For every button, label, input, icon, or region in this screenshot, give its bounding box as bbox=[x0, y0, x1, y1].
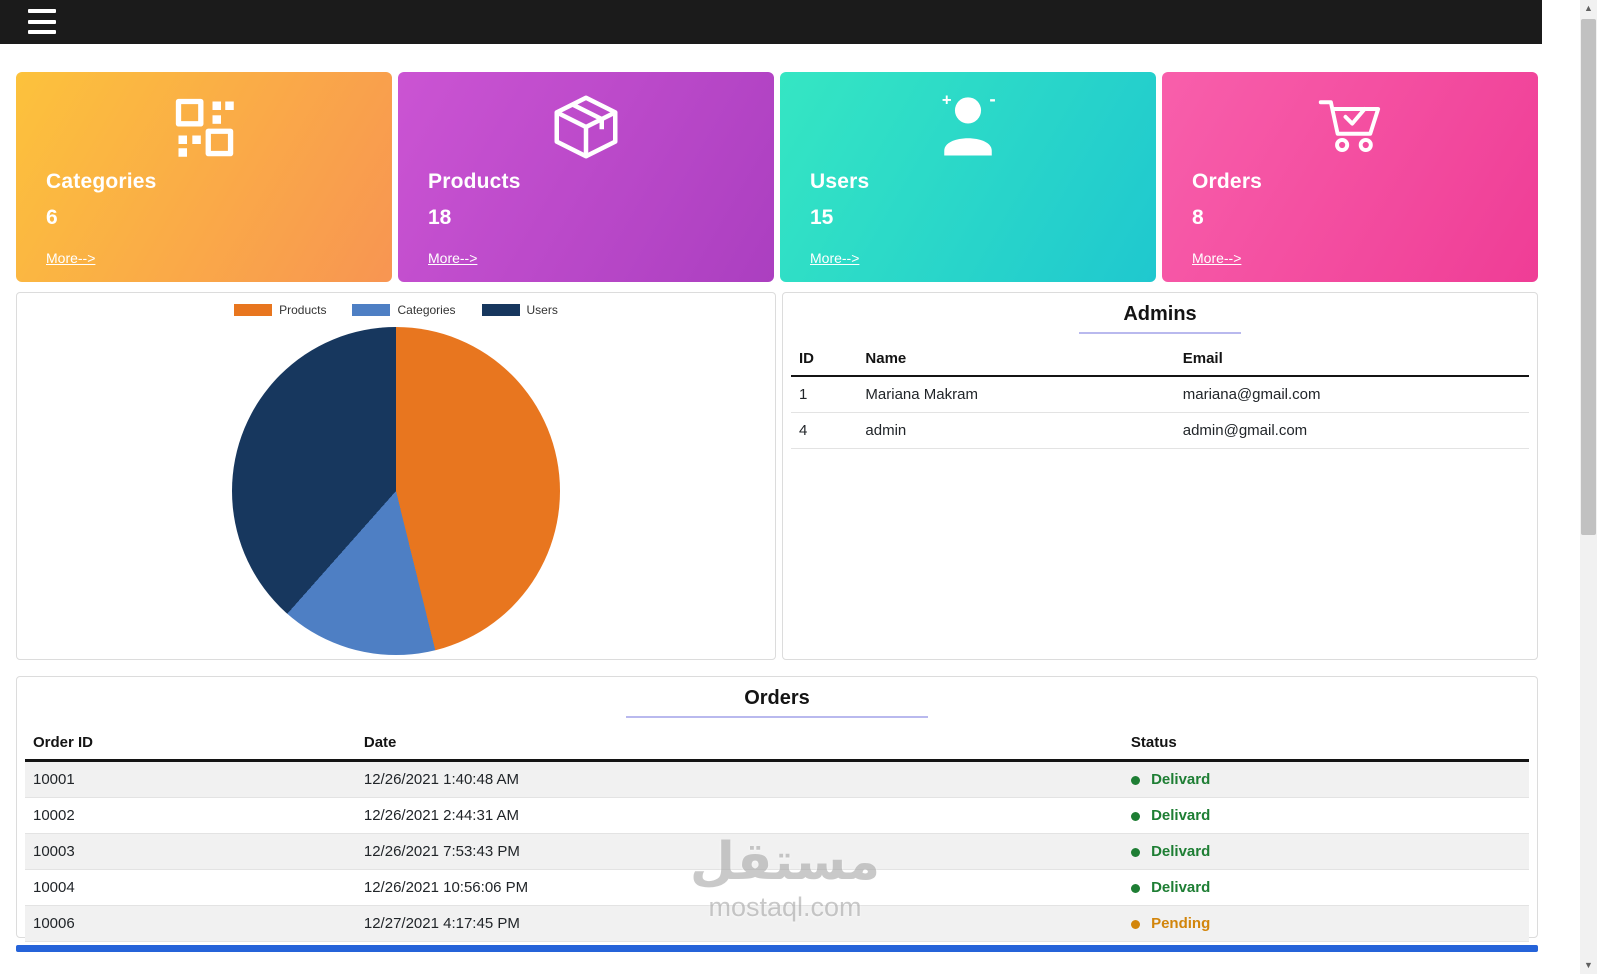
order-date: 12/26/2021 10:56:06 PM bbox=[355, 869, 1123, 906]
order-status-cell: Delivard bbox=[1122, 760, 1529, 798]
status-badge: Pending bbox=[1151, 915, 1211, 932]
box-icon bbox=[428, 84, 744, 170]
products-card-count: 18 bbox=[428, 206, 452, 229]
legend-swatch bbox=[234, 304, 273, 316]
legend-swatch bbox=[481, 304, 520, 316]
status-dot-icon bbox=[1130, 847, 1140, 857]
order-status-cell: Delivard bbox=[1122, 797, 1529, 834]
users-card-title: Users bbox=[810, 170, 870, 193]
order-id: 10002 bbox=[25, 797, 356, 834]
users-more-link[interactable]: More--> bbox=[810, 250, 860, 266]
legend-item: Products bbox=[234, 303, 326, 317]
order-id: 10004 bbox=[25, 869, 356, 906]
orders-table-row: 10004 12/26/2021 10:56:06 PM Delivard bbox=[25, 869, 1529, 906]
admin-email: admin@gmail.com bbox=[1174, 412, 1529, 449]
products-more-link[interactable]: More--> bbox=[428, 250, 478, 266]
pie-legend: Products Categories Users bbox=[17, 303, 775, 317]
cart-icon bbox=[1192, 84, 1508, 170]
status-dot-icon bbox=[1130, 811, 1140, 821]
order-status-cell: Pending bbox=[1122, 905, 1529, 942]
orders-card-title: Orders bbox=[1192, 170, 1263, 193]
order-status-cell: Delivard bbox=[1122, 869, 1529, 906]
order-date: 12/26/2021 7:53:43 PM bbox=[355, 833, 1123, 870]
order-id: 10006 bbox=[25, 905, 356, 942]
orders-more-link[interactable]: More--> bbox=[1192, 250, 1242, 266]
admins-panel-title: Admins bbox=[783, 303, 1537, 334]
admin-name: admin bbox=[857, 412, 1175, 449]
status-badge: Delivard bbox=[1151, 771, 1211, 788]
top-navbar bbox=[0, 0, 1542, 44]
admins-col-id: ID bbox=[791, 342, 858, 377]
users-card-count: 15 bbox=[810, 206, 834, 229]
orders-table-row: 10003 12/26/2021 7:53:43 PM Delivard bbox=[25, 833, 1529, 870]
orders-table: Order ID Date Status 10001 12/26/2021 1:… bbox=[25, 726, 1529, 942]
categories-more-link[interactable]: More--> bbox=[46, 250, 96, 266]
orders-card-count: 8 bbox=[1192, 206, 1204, 229]
products-card: Products 18 More--> bbox=[398, 72, 774, 282]
legend-item: Users bbox=[481, 303, 558, 317]
pie-chart-panel: Products Categories Users bbox=[16, 292, 776, 660]
categories-card: Categories 6 More--> bbox=[16, 72, 392, 282]
orders-col-order-id: Order ID bbox=[25, 726, 356, 762]
orders-table-row: 10001 12/26/2021 1:40:48 AM Delivard bbox=[25, 760, 1529, 798]
status-dot-icon bbox=[1130, 919, 1140, 929]
order-id: 10003 bbox=[25, 833, 356, 870]
admins-panel: Admins ID Name Email 1 Mariana Makram ma… bbox=[782, 292, 1538, 660]
admins-col-email: Email bbox=[1174, 342, 1529, 377]
categories-card-count: 6 bbox=[46, 206, 58, 229]
orders-table-row: 10006 12/27/2021 4:17:45 PM Pending bbox=[25, 905, 1529, 942]
products-card-title: Products bbox=[428, 170, 521, 193]
status-badge: Delivard bbox=[1151, 879, 1211, 896]
legend-label: Products bbox=[279, 303, 327, 317]
hamburger-menu-icon[interactable] bbox=[28, 9, 56, 34]
grid-icon bbox=[46, 84, 362, 170]
legend-label: Users bbox=[526, 303, 558, 317]
admins-col-name: Name bbox=[857, 342, 1175, 377]
scrollbar-up-arrow-icon[interactable]: ▲ bbox=[1584, 3, 1593, 13]
admins-table-row: 4 admin admin@gmail.com bbox=[791, 412, 1529, 449]
admins-table-row: 1 Mariana Makram mariana@gmail.com bbox=[791, 376, 1529, 413]
orders-panel: Orders Order ID Date Status 10001 12/26/… bbox=[16, 676, 1538, 942]
status-badge: Delivard bbox=[1151, 843, 1211, 860]
vertical-scrollbar[interactable]: ▲ ▼ bbox=[1580, 0, 1597, 974]
svg-text:+: + bbox=[942, 91, 952, 110]
users-card: + - Users 15 More--> bbox=[780, 72, 1156, 282]
orders-table-row: 10002 12/26/2021 2:44:31 AM Delivard bbox=[25, 797, 1529, 834]
orders-col-status: Status bbox=[1122, 726, 1529, 762]
status-dot-icon bbox=[1130, 883, 1140, 893]
svg-text:-: - bbox=[989, 90, 995, 111]
footer-divider bbox=[16, 945, 1538, 952]
order-status-cell: Delivard bbox=[1122, 833, 1529, 870]
legend-swatch bbox=[352, 304, 391, 316]
admin-id: 1 bbox=[791, 376, 858, 413]
user-icon: + - bbox=[810, 84, 1126, 170]
pie-chart bbox=[232, 327, 560, 655]
admin-name: Mariana Makram bbox=[857, 376, 1175, 413]
order-date: 12/27/2021 4:17:45 PM bbox=[355, 905, 1123, 942]
orders-card: Orders 8 More--> bbox=[1162, 72, 1538, 282]
orders-col-date: Date bbox=[355, 726, 1123, 762]
order-date: 12/26/2021 1:40:48 AM bbox=[355, 760, 1123, 798]
legend-item: Categories bbox=[352, 303, 456, 317]
legend-label: Categories bbox=[397, 303, 456, 317]
admin-email: mariana@gmail.com bbox=[1174, 376, 1529, 413]
orders-panel-title: Orders bbox=[17, 687, 1537, 718]
status-dot-icon bbox=[1130, 775, 1140, 785]
admin-id: 4 bbox=[791, 412, 858, 449]
order-date: 12/26/2021 2:44:31 AM bbox=[355, 797, 1123, 834]
scrollbar-thumb[interactable] bbox=[1581, 19, 1596, 535]
status-badge: Delivard bbox=[1151, 807, 1211, 824]
stat-cards-row: Categories 6 More--> Products 18 More-->… bbox=[16, 72, 1538, 282]
scrollbar-down-arrow-icon[interactable]: ▼ bbox=[1584, 960, 1593, 970]
categories-card-title: Categories bbox=[46, 170, 157, 193]
order-id: 10001 bbox=[25, 760, 356, 798]
admins-table: ID Name Email 1 Mariana Makram mariana@g… bbox=[791, 342, 1529, 449]
